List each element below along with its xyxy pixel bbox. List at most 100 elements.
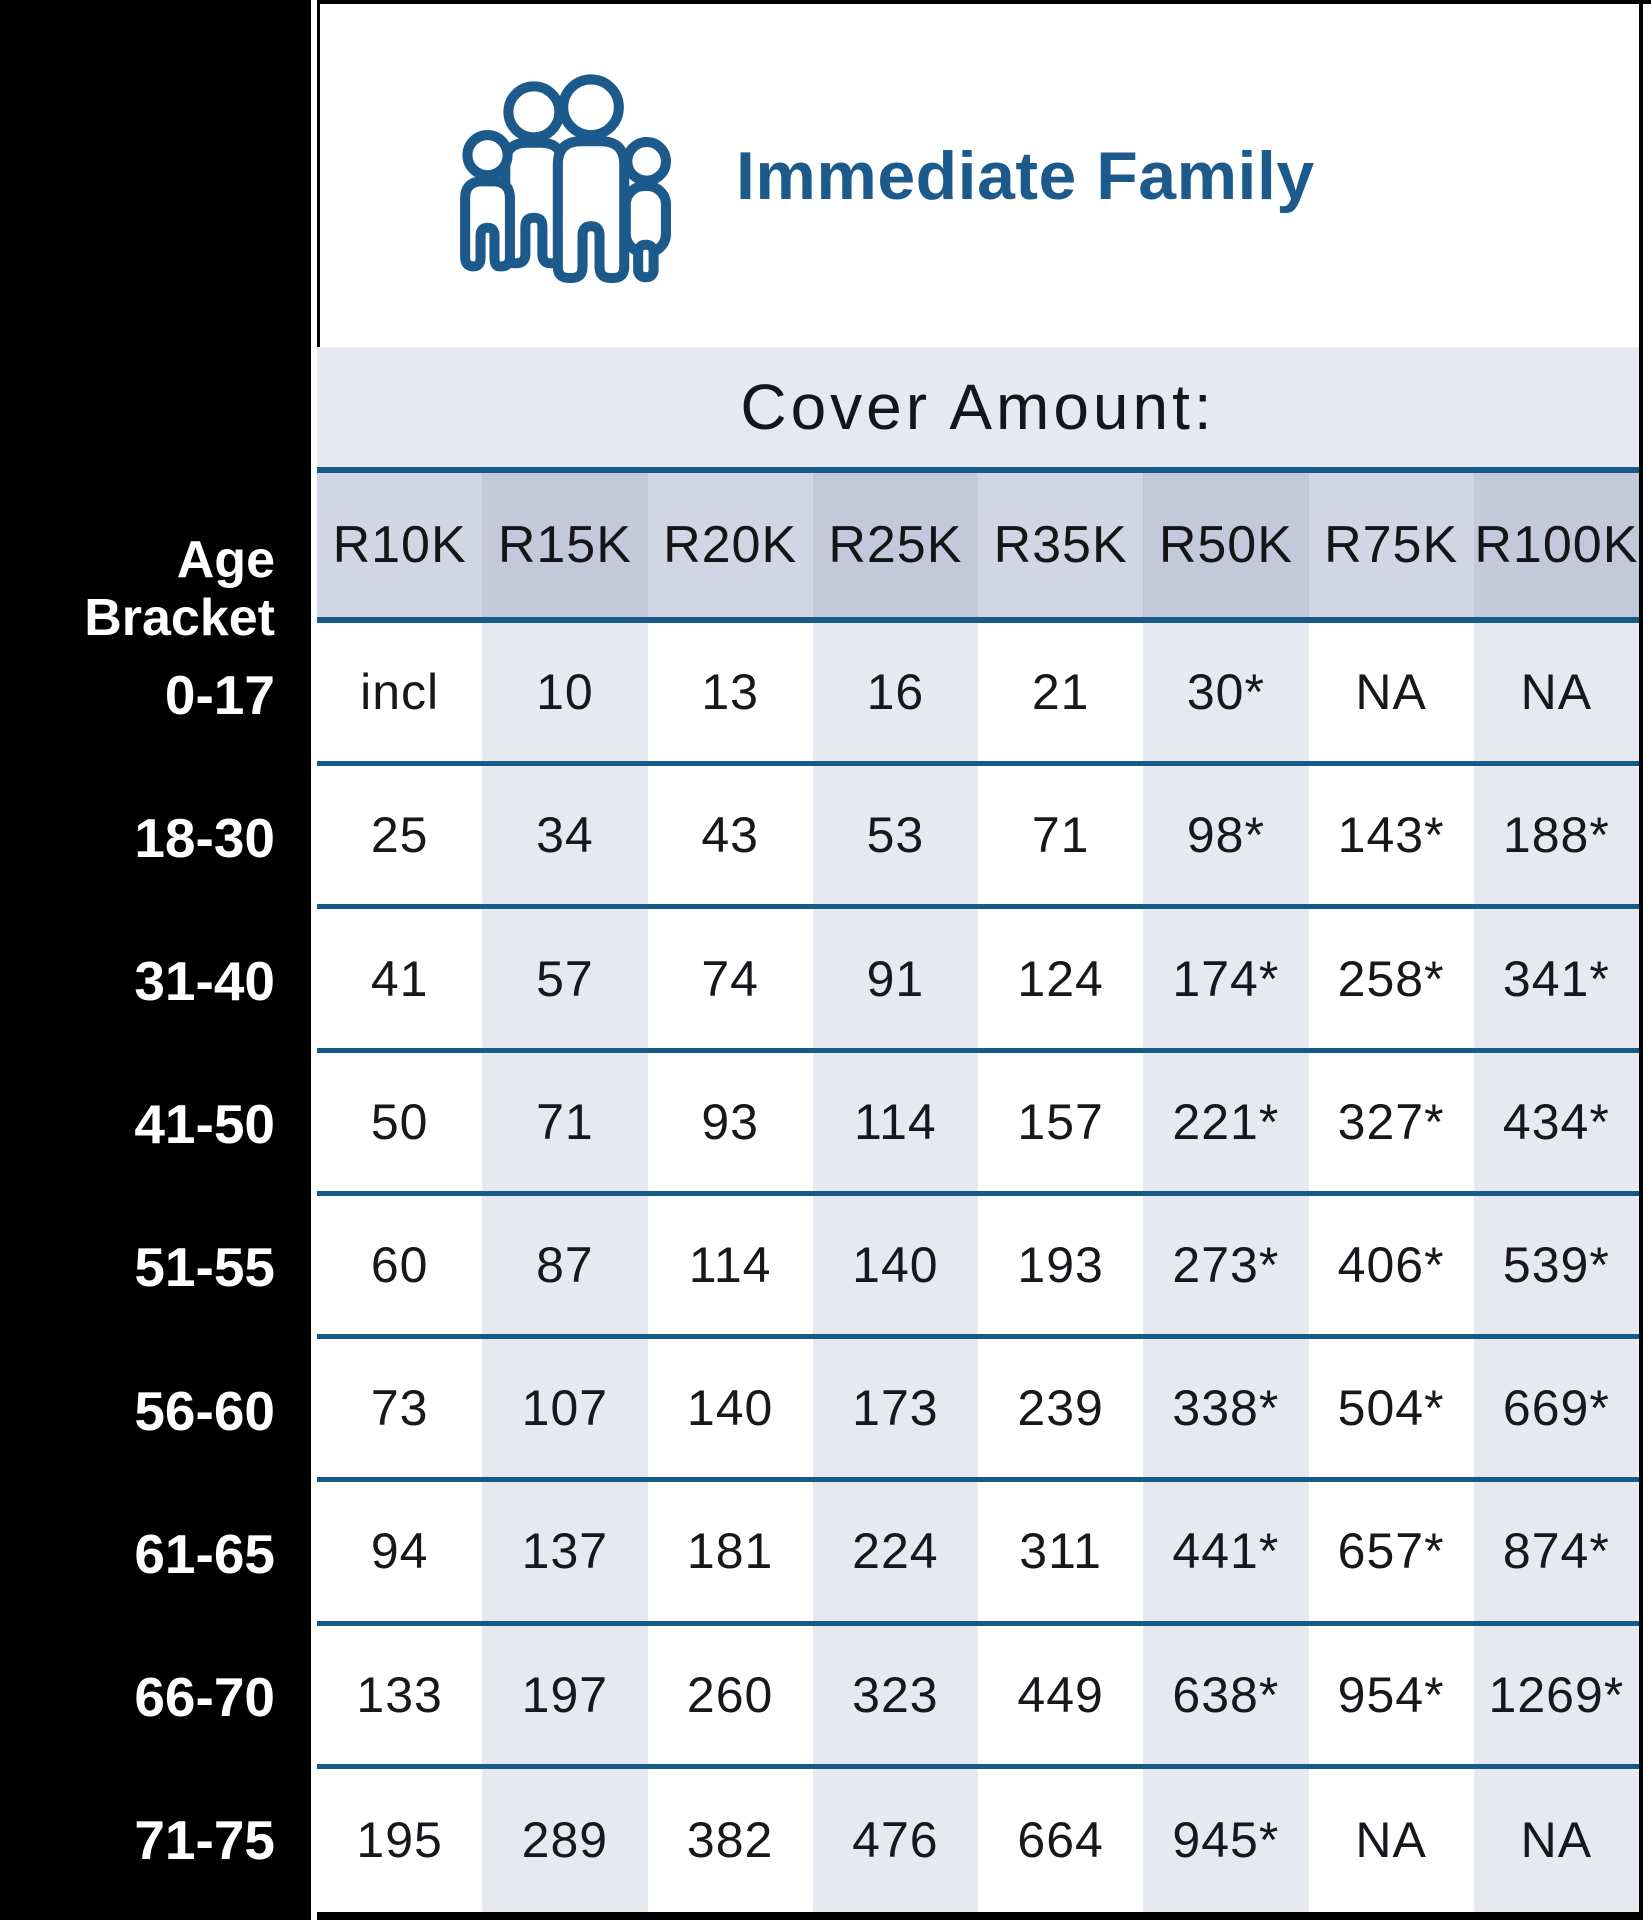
cell-0-17-r10k: incl bbox=[317, 623, 483, 767]
cell-0-17-r75k: NA bbox=[1308, 623, 1474, 767]
age-label-66-70: 66-70 bbox=[134, 1666, 275, 1729]
age-label-31-40: 31-40 bbox=[134, 950, 275, 1013]
cell-31-40-r20k: 74 bbox=[647, 909, 813, 1053]
cell-0-17-r15k: 10 bbox=[482, 623, 648, 767]
cell-31-40-r100k: 341* bbox=[1473, 909, 1639, 1053]
cell-66-70-r15k: 197 bbox=[482, 1625, 648, 1769]
cell-31-40-r35k: 124 bbox=[978, 909, 1144, 1053]
cell-0-17-r35k: 21 bbox=[978, 623, 1144, 767]
age-label-51-55: 51-55 bbox=[134, 1236, 275, 1299]
cell-18-30-r75k: 143* bbox=[1308, 766, 1474, 910]
cell-31-40-r10k: 41 bbox=[317, 909, 483, 1053]
family-icon bbox=[460, 73, 671, 283]
age-bracket-sidebar bbox=[0, 0, 311, 1920]
cell-61-65-r35k: 311 bbox=[978, 1482, 1144, 1626]
cell-71-75-r15k: 289 bbox=[482, 1768, 648, 1912]
cell-61-65-r20k: 181 bbox=[647, 1482, 813, 1626]
cell-41-50-r50k: 221* bbox=[1143, 1052, 1309, 1196]
column-header-r50k: R50K bbox=[1143, 473, 1309, 617]
cell-71-75-r10k: 195 bbox=[317, 1768, 483, 1912]
cell-66-70-r50k: 638* bbox=[1143, 1625, 1309, 1769]
cell-71-75-r75k: NA bbox=[1308, 1768, 1474, 1912]
cell-18-30-r50k: 98* bbox=[1143, 766, 1309, 910]
cell-18-30-r15k: 34 bbox=[482, 766, 648, 910]
column-header-r100k: R100K bbox=[1473, 473, 1639, 617]
cell-51-55-r50k: 273* bbox=[1143, 1195, 1309, 1340]
cell-51-55-r15k: 87 bbox=[482, 1195, 648, 1340]
cell-61-65-r100k: 874* bbox=[1473, 1482, 1639, 1626]
cover-amount-band: Cover Amount: bbox=[317, 347, 1639, 467]
age-label-0-17: 0-17 bbox=[164, 663, 275, 726]
card-right-border bbox=[1639, 0, 1643, 1920]
cell-41-50-r75k: 327* bbox=[1308, 1052, 1474, 1196]
cell-66-70-r25k: 323 bbox=[812, 1625, 978, 1769]
age-label-56-60: 56-60 bbox=[134, 1379, 275, 1442]
card-top-border bbox=[317, 0, 1651, 4]
column-header-r75k: R75K bbox=[1308, 473, 1474, 617]
sidebar-card-divider bbox=[311, 0, 317, 1920]
cell-56-60-r15k: 107 bbox=[482, 1339, 648, 1483]
cell-56-60-r50k: 338* bbox=[1143, 1339, 1309, 1483]
cell-56-60-r75k: 504* bbox=[1308, 1339, 1474, 1483]
cell-0-17-r25k: 16 bbox=[812, 623, 978, 767]
column-header-r20k: R20K bbox=[647, 473, 813, 617]
cell-0-17-r100k: NA bbox=[1473, 623, 1639, 767]
cell-61-65-r10k: 94 bbox=[317, 1482, 483, 1626]
divider-bar-top bbox=[317, 467, 1639, 473]
cell-56-60-r100k: 669* bbox=[1473, 1339, 1639, 1483]
cell-71-75-r50k: 945* bbox=[1143, 1768, 1309, 1912]
cell-56-60-r10k: 73 bbox=[317, 1339, 483, 1483]
age-bracket-corner-label: Age Bracket bbox=[0, 497, 311, 647]
cell-31-40-r50k: 174* bbox=[1143, 909, 1309, 1053]
cell-71-75-r25k: 476 bbox=[812, 1768, 978, 1912]
cell-66-70-r10k: 133 bbox=[317, 1625, 483, 1769]
cell-61-65-r15k: 137 bbox=[482, 1482, 648, 1626]
cell-41-50-r100k: 434* bbox=[1473, 1052, 1639, 1196]
cell-41-50-r25k: 114 bbox=[812, 1052, 978, 1196]
cover-amount-label: Cover Amount: bbox=[740, 371, 1216, 443]
cell-18-30-r10k: 25 bbox=[317, 766, 483, 910]
cell-56-60-r20k: 140 bbox=[647, 1339, 813, 1483]
cell-18-30-r100k: 188* bbox=[1473, 766, 1639, 910]
cell-51-55-r25k: 140 bbox=[812, 1195, 978, 1340]
column-header-r10k: R10K bbox=[317, 473, 483, 617]
cell-66-70-r35k: 449 bbox=[978, 1625, 1144, 1769]
cell-56-60-r35k: 239 bbox=[978, 1339, 1144, 1483]
cell-66-70-r100k: 1269* bbox=[1473, 1625, 1639, 1769]
cell-18-30-r35k: 71 bbox=[978, 766, 1144, 910]
cell-41-50-r15k: 71 bbox=[482, 1052, 648, 1196]
cell-41-50-r35k: 157 bbox=[978, 1052, 1144, 1196]
cell-66-70-r20k: 260 bbox=[647, 1625, 813, 1769]
page-title: Immediate Family bbox=[736, 137, 1315, 214]
cell-71-75-r20k: 382 bbox=[647, 1768, 813, 1912]
cell-51-55-r35k: 193 bbox=[978, 1195, 1144, 1340]
cell-31-40-r15k: 57 bbox=[482, 909, 648, 1053]
cell-71-75-r35k: 664 bbox=[978, 1768, 1144, 1912]
column-header-r15k: R15K bbox=[482, 473, 648, 617]
cell-31-40-r75k: 258* bbox=[1308, 909, 1474, 1053]
cell-71-75-r100k: NA bbox=[1473, 1768, 1639, 1912]
cell-0-17-r50k: 30* bbox=[1143, 623, 1309, 767]
header-card: Immediate Family bbox=[317, 4, 1639, 347]
cell-51-55-r75k: 406* bbox=[1308, 1195, 1474, 1340]
column-header-r25k: R25K bbox=[812, 473, 978, 617]
cell-56-60-r25k: 173 bbox=[812, 1339, 978, 1483]
cell-0-17-r20k: 13 bbox=[647, 623, 813, 767]
cell-61-65-r25k: 224 bbox=[812, 1482, 978, 1626]
age-label-61-65: 61-65 bbox=[134, 1522, 275, 1585]
age-bracket-line1: Age bbox=[176, 530, 275, 589]
age-bracket-line2: Bracket bbox=[84, 588, 275, 647]
column-header-r35k: R35K bbox=[978, 473, 1144, 617]
cell-51-55-r10k: 60 bbox=[317, 1195, 483, 1340]
cell-51-55-r20k: 114 bbox=[647, 1195, 813, 1340]
cell-31-40-r25k: 91 bbox=[812, 909, 978, 1053]
age-label-71-75: 71-75 bbox=[134, 1809, 275, 1872]
cell-41-50-r10k: 50 bbox=[317, 1052, 483, 1196]
cell-18-30-r25k: 53 bbox=[812, 766, 978, 910]
divider-bar-header bbox=[317, 617, 1639, 623]
cell-18-30-r20k: 43 bbox=[647, 766, 813, 910]
cell-51-55-r100k: 539* bbox=[1473, 1195, 1639, 1340]
cell-61-65-r50k: 441* bbox=[1143, 1482, 1309, 1626]
card-right-edge bbox=[1643, 0, 1651, 1920]
